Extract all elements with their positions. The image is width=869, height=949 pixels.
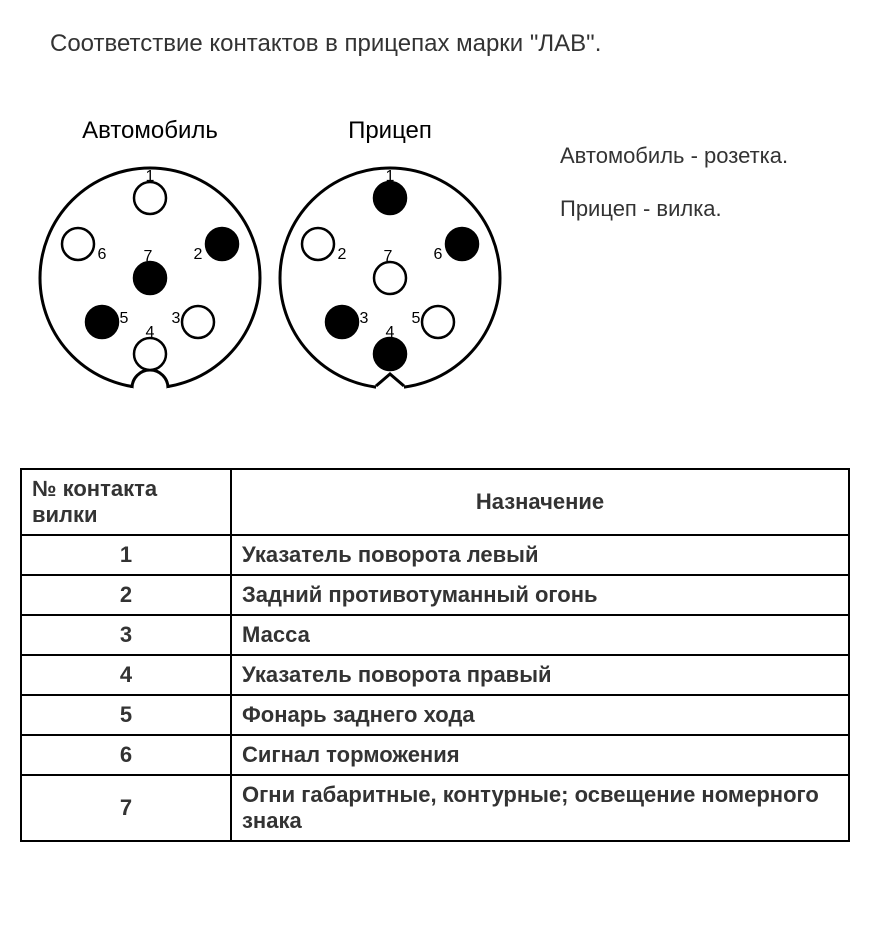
notch-mask	[134, 385, 166, 391]
side-text: Автомобиль - розетка. Прицеп - вилка.	[560, 108, 788, 244]
table-cell-num: 7	[21, 775, 231, 841]
table-header-num: № контакта вилки	[21, 469, 231, 535]
pin-label: 1	[386, 168, 395, 185]
pin-label: 2	[194, 246, 203, 263]
table-cell-purpose: Масса	[231, 615, 849, 655]
table-row: 6Сигнал торможения	[21, 735, 849, 775]
pin-circle	[374, 338, 406, 370]
pin-circle	[302, 228, 334, 260]
table-cell-purpose: Указатель поворота правый	[231, 655, 849, 695]
pin-circle	[206, 228, 238, 260]
table-row: 7Огни габаритные, контурные; освещение н…	[21, 775, 849, 841]
page-title: Соответствие контактов в прицепах марки …	[50, 30, 849, 58]
pin-label: 5	[120, 310, 129, 327]
table-cell-purpose: Задний противотуманный огонь	[231, 575, 849, 615]
pin-label: 3	[172, 310, 181, 327]
pin-label: 6	[434, 246, 443, 263]
table-cell-purpose: Указатель поворота левый	[231, 535, 849, 575]
diagram-row: Автомобиль1234567Прицеп1654327 Автомобил…	[20, 108, 849, 408]
pin-label: 7	[144, 248, 153, 265]
pin-circle	[86, 306, 118, 338]
pin-label: 4	[386, 324, 395, 341]
side-text-line-1: Автомобиль - розетка.	[560, 138, 788, 173]
pin-circle	[134, 182, 166, 214]
pin-label: 7	[384, 248, 393, 265]
pin-circle	[326, 306, 358, 338]
table-cell-num: 3	[21, 615, 231, 655]
pin-label: 4	[146, 324, 155, 341]
table-row: 5Фонарь заднего хода	[21, 695, 849, 735]
pin-circle	[374, 182, 406, 214]
table-row: 2Задний противотуманный огонь	[21, 575, 849, 615]
pin-circle	[374, 262, 406, 294]
table-cell-num: 6	[21, 735, 231, 775]
pin-label: 2	[338, 246, 347, 263]
table-header-purpose: Назначение	[231, 469, 849, 535]
pin-circle	[422, 306, 454, 338]
pin-circle	[134, 338, 166, 370]
pin-circle	[134, 262, 166, 294]
table-cell-purpose: Огни габаритные, контурные; освещение но…	[231, 775, 849, 841]
connector-diagram: Автомобиль1234567Прицеп1654327	[20, 108, 520, 408]
table-cell-purpose: Фонарь заднего хода	[231, 695, 849, 735]
table-row: 4Указатель поворота правый	[21, 655, 849, 695]
connector-label: Прицеп	[348, 117, 432, 144]
pin-circle	[182, 306, 214, 338]
pin-circle	[62, 228, 94, 260]
table-cell-purpose: Сигнал торможения	[231, 735, 849, 775]
pin-label: 3	[360, 310, 369, 327]
table-row: 1Указатель поворота левый	[21, 535, 849, 575]
pin-label: 6	[98, 246, 107, 263]
pin-circle	[446, 228, 478, 260]
connector-label: Автомобиль	[82, 117, 218, 144]
table-cell-num: 2	[21, 575, 231, 615]
table-cell-num: 1	[21, 535, 231, 575]
table-cell-num: 5	[21, 695, 231, 735]
table-cell-num: 4	[21, 655, 231, 695]
side-text-line-2: Прицеп - вилка.	[560, 191, 788, 226]
pin-table: № контакта вилки Назначение 1Указатель п…	[20, 468, 850, 842]
pin-label: 1	[146, 168, 155, 185]
table-row: 3Масса	[21, 615, 849, 655]
pin-label: 5	[412, 310, 421, 327]
